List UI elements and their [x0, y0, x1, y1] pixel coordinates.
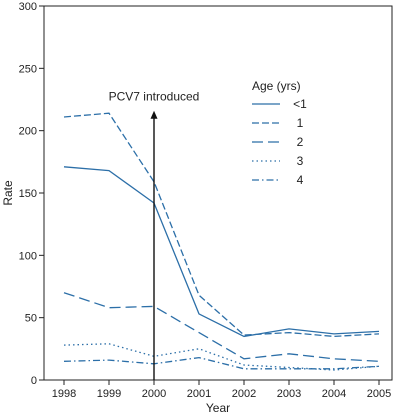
- y-axis-title: Rate: [1, 180, 15, 206]
- legend-label-4: 4: [297, 173, 304, 187]
- series-line-3: [63, 343, 380, 371]
- y-tick-label: 150: [19, 188, 37, 200]
- annotation-arrow-head: [150, 110, 158, 119]
- y-tick-label: 300: [19, 1, 37, 13]
- x-tick-label: 1998: [52, 388, 76, 400]
- series-line-1: [63, 112, 380, 338]
- y-tick-label: 0: [31, 375, 37, 387]
- series-line-2: [63, 292, 380, 362]
- x-axis-title: Year: [206, 401, 230, 415]
- series-line-4: [63, 356, 380, 370]
- x-tick-label: 2003: [277, 388, 301, 400]
- legend-label-1: 1: [297, 116, 304, 130]
- x-tick-label: 2005: [367, 388, 391, 400]
- x-tick-label: 2002: [232, 388, 256, 400]
- legend-label-3: 3: [297, 154, 304, 168]
- y-tick-label: 200: [19, 126, 37, 138]
- x-tick-label: 1999: [97, 388, 121, 400]
- y-tick-label: 100: [19, 250, 37, 262]
- x-tick-label: 2004: [322, 388, 346, 400]
- y-tick-label: 250: [19, 63, 37, 75]
- series-line-0: [63, 166, 380, 338]
- y-tick-label: 50: [25, 313, 37, 325]
- annotation-label: PCV7 introduced: [109, 90, 200, 104]
- axes: 0 50 100 150 200 250 300 1998 1999 2000 2001 2002 20…: [1, 1, 393, 415]
- legend-title: Age (yrs): [252, 79, 301, 93]
- legend-label-2: 2: [297, 135, 304, 149]
- x-tick-label: 2001: [187, 388, 211, 400]
- legend: Age (yrs) <1 1 2 3 4: [252, 79, 307, 187]
- legend-label-0: <1: [293, 97, 307, 111]
- annotations: PCV7 introduced: [109, 90, 200, 380]
- x-tick-label: 2000: [142, 388, 166, 400]
- series-lines: [63, 112, 380, 371]
